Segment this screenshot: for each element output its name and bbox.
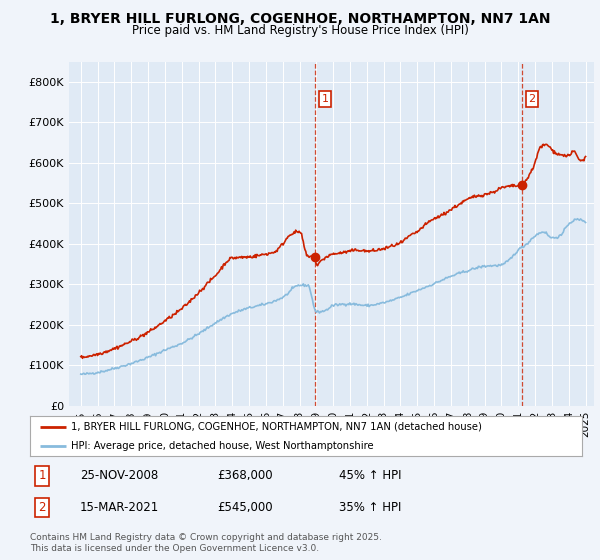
Text: HPI: Average price, detached house, West Northamptonshire: HPI: Average price, detached house, West…	[71, 441, 374, 450]
Text: 35% ↑ HPI: 35% ↑ HPI	[339, 501, 401, 514]
Text: 15-MAR-2021: 15-MAR-2021	[80, 501, 159, 514]
Text: Price paid vs. HM Land Registry's House Price Index (HPI): Price paid vs. HM Land Registry's House …	[131, 24, 469, 36]
Text: 45% ↑ HPI: 45% ↑ HPI	[339, 469, 401, 482]
Text: 1: 1	[38, 469, 46, 482]
Text: 1, BRYER HILL FURLONG, COGENHOE, NORTHAMPTON, NN7 1AN: 1, BRYER HILL FURLONG, COGENHOE, NORTHAM…	[50, 12, 550, 26]
Text: 1, BRYER HILL FURLONG, COGENHOE, NORTHAMPTON, NN7 1AN (detached house): 1, BRYER HILL FURLONG, COGENHOE, NORTHAM…	[71, 422, 482, 432]
Text: Contains HM Land Registry data © Crown copyright and database right 2025.
This d: Contains HM Land Registry data © Crown c…	[30, 533, 382, 553]
Text: 25-NOV-2008: 25-NOV-2008	[80, 469, 158, 482]
Text: 2: 2	[529, 94, 536, 104]
Text: £545,000: £545,000	[218, 501, 274, 514]
Text: 1: 1	[322, 94, 328, 104]
Text: £368,000: £368,000	[218, 469, 274, 482]
Text: 2: 2	[38, 501, 46, 514]
